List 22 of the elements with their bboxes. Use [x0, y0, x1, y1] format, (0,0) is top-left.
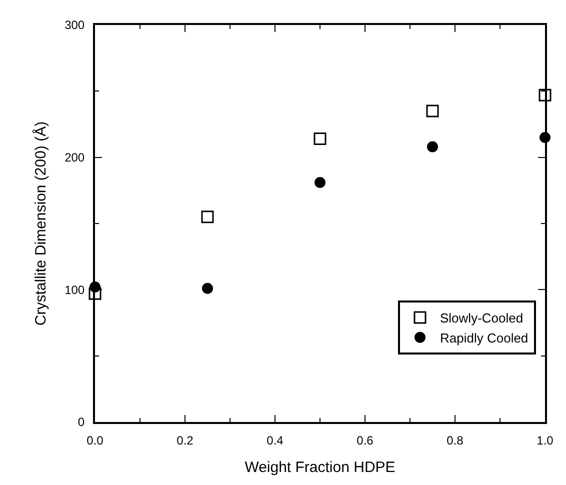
point	[314, 132, 326, 146]
point	[201, 210, 214, 224]
point	[314, 176, 326, 188]
point	[538, 88, 552, 102]
y-tick-label: 0	[78, 415, 85, 430]
point	[427, 141, 438, 152]
legend-label: Rapidly Cooled	[440, 330, 528, 346]
x-tick-label: 0.6	[356, 433, 374, 448]
point	[426, 104, 439, 118]
x-tick-label: 0.0	[86, 433, 104, 448]
point	[88, 287, 102, 300]
x-axis-title: Weight Fraction HDPE	[244, 458, 396, 476]
y-tick-label: 100	[64, 282, 85, 297]
point	[202, 282, 213, 294]
x-tick-label: 0.4	[266, 433, 284, 448]
x-tick-label: 0.8	[446, 433, 464, 448]
y-axis-title: Crystallite Dimension (200) (Å)	[31, 121, 50, 326]
x-tick-label: 1.0	[536, 433, 554, 448]
x-tick-label: 0.2	[176, 433, 194, 448]
y-tick-label: 300	[64, 18, 85, 32]
legend-label: Slowly-Cooled	[440, 310, 524, 326]
y-tick-label: 200	[64, 150, 85, 165]
